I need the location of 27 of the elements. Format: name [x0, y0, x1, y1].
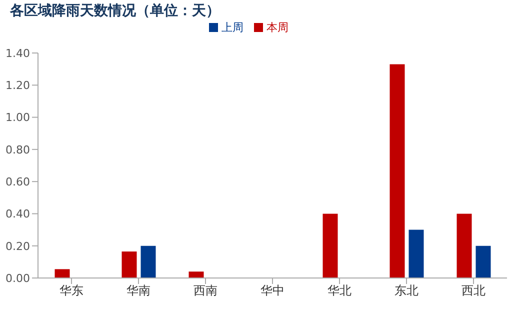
bar — [408, 230, 424, 278]
bar — [122, 251, 137, 278]
bar — [390, 64, 405, 278]
y-tick-label: 0.60 — [6, 175, 30, 188]
bar — [140, 246, 156, 278]
y-tick-label: 0.00 — [6, 272, 30, 285]
x-tick-label: 华南 — [126, 284, 150, 298]
x-tick-label: 西北 — [462, 284, 486, 298]
y-tick-label: 0.40 — [6, 208, 30, 221]
bar — [322, 214, 338, 278]
x-tick-label: 华中 — [260, 284, 284, 298]
y-tick-label: 0.20 — [6, 240, 30, 253]
x-tick-label: 东北 — [394, 284, 418, 298]
y-tick-label: 0.80 — [6, 143, 30, 156]
x-tick-label: 华东 — [60, 284, 84, 298]
y-tick-label: 1.00 — [6, 111, 30, 124]
x-tick-label: 华北 — [328, 284, 352, 298]
chart-title: 各区域降雨天数情况（单位：天） — [10, 2, 220, 20]
bar — [188, 272, 204, 278]
y-tick-label: 1.20 — [6, 79, 30, 92]
bar — [54, 269, 70, 278]
bar — [456, 214, 472, 278]
y-tick-label: 1.40 — [6, 46, 30, 60]
x-tick-label: 西南 — [194, 284, 218, 298]
legend-label: 上周 — [222, 21, 244, 34]
bar — [476, 246, 491, 278]
legend-label: 本周 — [266, 21, 288, 34]
